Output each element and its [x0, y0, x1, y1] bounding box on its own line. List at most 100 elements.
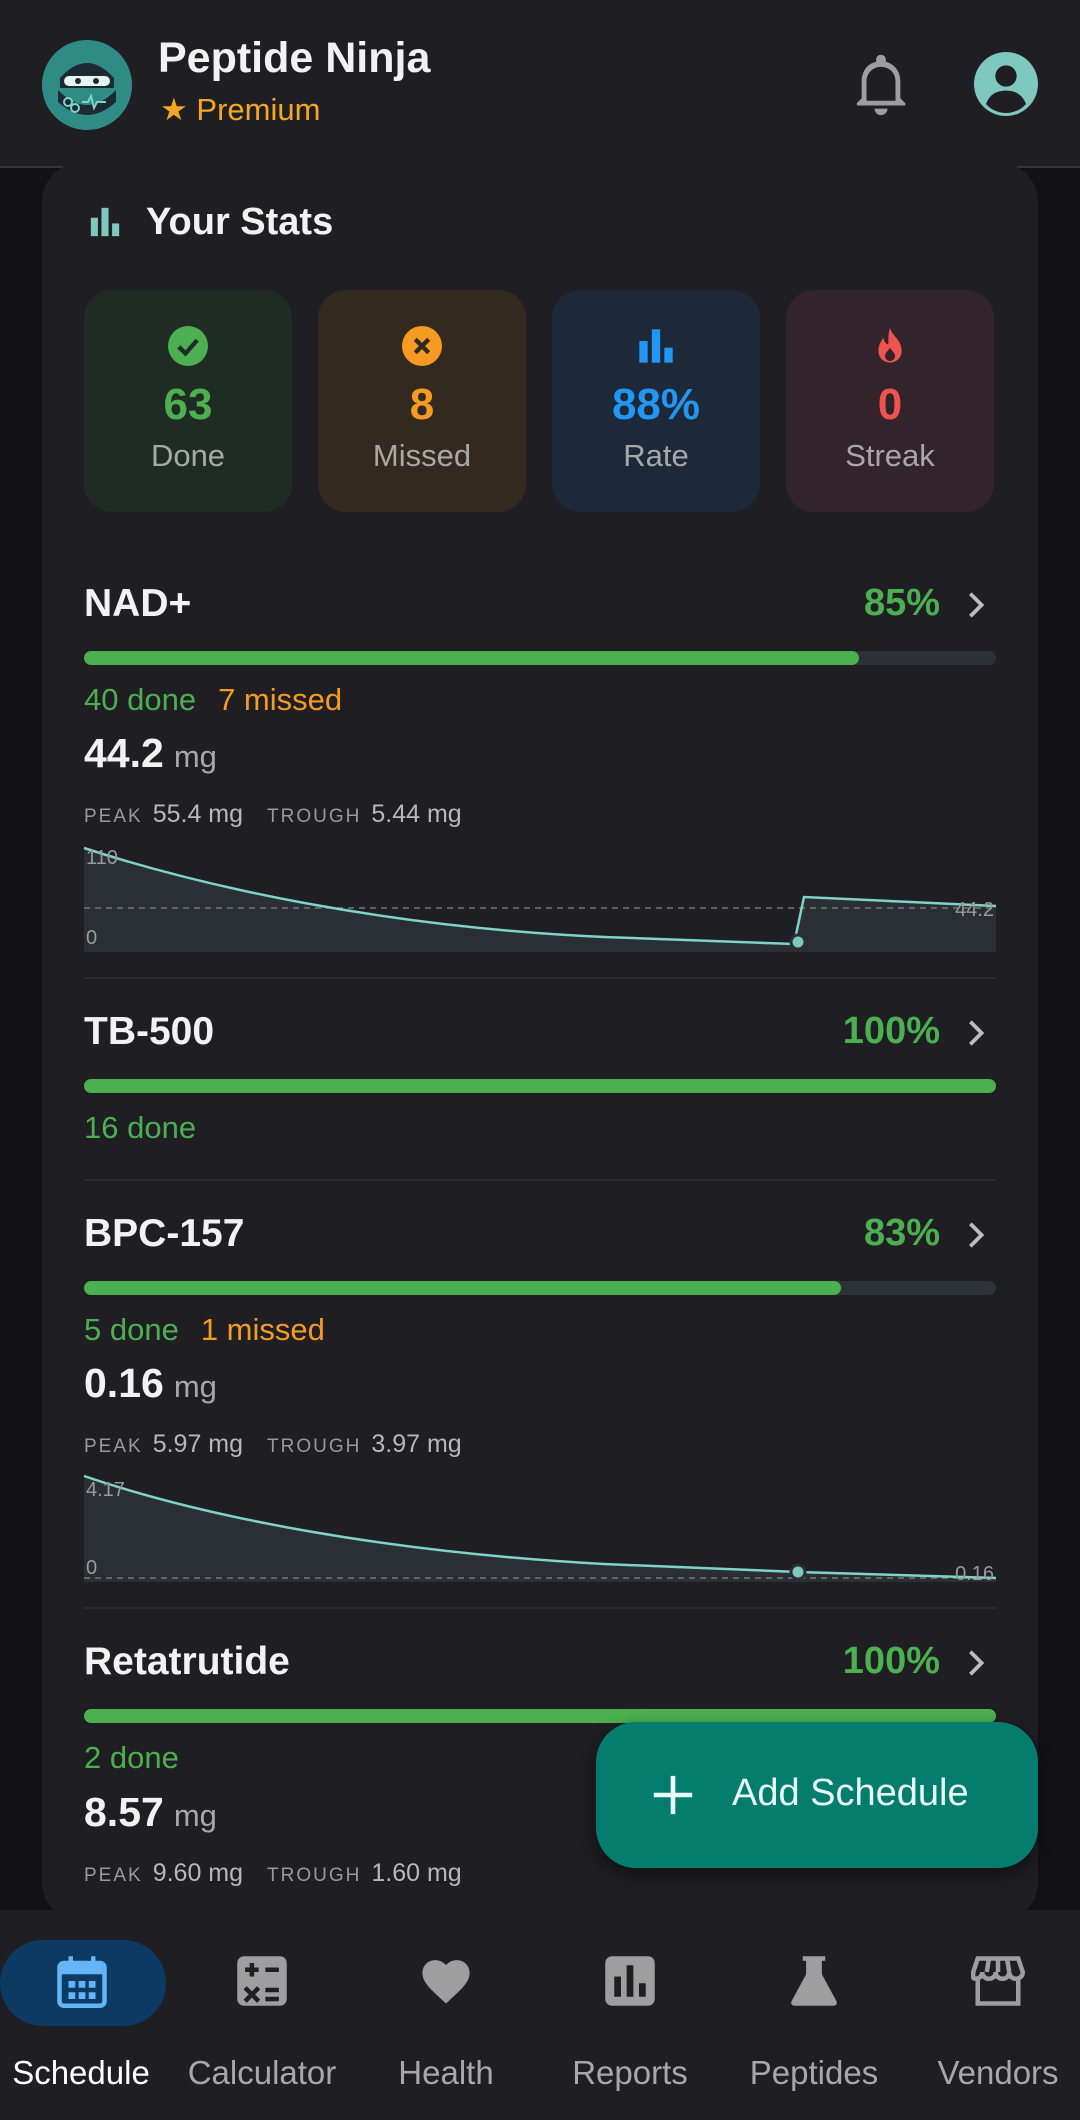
- stat-missed-value: 8: [409, 380, 435, 429]
- done-count: 5 done: [84, 1312, 179, 1347]
- heart-icon: [422, 1960, 470, 2004]
- trough-label: TROUGH: [267, 1865, 362, 1886]
- dose-counts: 16 done: [84, 1110, 218, 1146]
- dose-counts: 40 done 7 missed: [84, 682, 342, 718]
- chart-max-label: 4.17: [86, 1479, 125, 1501]
- trough-value: 5.44 mg: [371, 800, 462, 828]
- peak-label: PEAK: [84, 806, 143, 827]
- trough-value: 1.60 mg: [371, 1859, 462, 1887]
- peptide-percent: 100%: [842, 1010, 940, 1052]
- adherence-bar: [84, 1079, 996, 1093]
- chart-current-label: 0.16: [955, 1563, 994, 1585]
- nav-item-peptides[interactable]: Peptides: [724, 1910, 904, 2120]
- notifications-bell-icon[interactable]: [852, 52, 910, 118]
- peptide-percent: 100%: [842, 1640, 940, 1682]
- adherence-bar-fill: [84, 1079, 996, 1093]
- chevron-right-icon[interactable]: [966, 590, 986, 620]
- bar-chart-icon: [90, 207, 120, 237]
- app-title: Peptide Ninja: [158, 34, 431, 82]
- peak-value: 55.4 mg: [152, 800, 244, 828]
- level-chart: 110 0 44.2: [83, 846, 997, 952]
- current-amount: 8.57: [84, 1789, 164, 1835]
- plus-icon: [653, 1775, 693, 1815]
- chevron-right-icon[interactable]: [966, 1220, 986, 1250]
- app-logo: [42, 40, 132, 130]
- profile-avatar-icon[interactable]: [974, 52, 1038, 116]
- nav-label-schedule: Schedule: [12, 2054, 150, 2091]
- nav-label-health: Health: [398, 2054, 494, 2091]
- stats-title: Your Stats: [146, 200, 334, 243]
- peptide-name[interactable]: BPC-157: [84, 1212, 245, 1255]
- divider: [84, 1607, 996, 1609]
- calculator-icon: [237, 1956, 287, 2006]
- chevron-right-icon[interactable]: [966, 1018, 986, 1048]
- stat-rate-value: 88%: [611, 380, 701, 429]
- peak-label: PEAK: [84, 1436, 143, 1457]
- peak-trough: PEAK 55.4 mg TROUGH 5.44 mg: [84, 800, 486, 829]
- bottom-navigation: Schedule Calculator Health Reports Pepti…: [0, 1910, 1080, 2120]
- nav-item-reports[interactable]: Reports: [540, 1910, 720, 2120]
- check-circle-icon: [168, 326, 208, 366]
- done-count: 40 done: [84, 682, 197, 717]
- fire-icon: [878, 327, 902, 363]
- app-bar: Peptide Ninja ★ Premium: [0, 0, 1080, 168]
- nav-item-schedule[interactable]: Schedule: [0, 1910, 180, 2120]
- peak-trough: PEAK 5.97 mg TROUGH 3.97 mg: [84, 1430, 486, 1459]
- stat-tile-streak: 0 Streak: [786, 290, 994, 512]
- peptide-percent: 85%: [863, 582, 940, 624]
- divider: [84, 977, 996, 979]
- premium-badge: ★ Premium: [160, 92, 321, 127]
- flask-icon: [791, 1956, 837, 2006]
- nav-item-vendors[interactable]: Vendors: [908, 1910, 1080, 2120]
- calendar-icon: [57, 1956, 107, 2008]
- add-schedule-button[interactable]: Add Schedule: [596, 1722, 1038, 1868]
- current-level: 8.57 mg: [84, 1789, 217, 1836]
- level-chart: 4.17 0 0.16: [83, 1474, 997, 1585]
- trough-label: TROUGH: [267, 1436, 362, 1457]
- dose-counts: 2 done: [84, 1740, 201, 1776]
- store-icon: [971, 1956, 1025, 2006]
- nav-label-peptides: Peptides: [749, 2054, 879, 2091]
- peptide-name[interactable]: TB-500: [84, 1010, 215, 1053]
- peak-trough: PEAK 9.60 mg TROUGH 1.60 mg: [84, 1859, 486, 1888]
- stat-tile-missed: 8 Missed: [318, 290, 526, 512]
- adherence-bar: [84, 651, 996, 665]
- nav-label-vendors: Vendors: [937, 2054, 1059, 2091]
- stat-done-label: Done: [150, 438, 226, 473]
- nav-item-health[interactable]: Health: [356, 1910, 536, 2120]
- adherence-bar-fill: [84, 1709, 996, 1723]
- stat-tile-rate: 88% Rate: [552, 290, 760, 512]
- add-schedule-label: Add Schedule: [732, 1772, 969, 1814]
- nav-label-calculator: Calculator: [187, 2054, 337, 2091]
- peptide-name[interactable]: Retatrutide: [84, 1640, 290, 1683]
- peptide-name[interactable]: NAD+: [84, 582, 192, 625]
- trough-label: TROUGH: [267, 806, 362, 827]
- current-level: 44.2 mg: [84, 730, 217, 777]
- peak-value: 5.97 mg: [152, 1430, 244, 1458]
- chart-current-label: 44.2: [955, 899, 994, 921]
- amount-unit: mg: [173, 1798, 217, 1833]
- peak-label: PEAK: [84, 1865, 143, 1886]
- stats-header: Your Stats: [88, 196, 333, 248]
- adherence-bar-fill: [84, 651, 860, 665]
- stat-rate-label: Rate: [623, 438, 689, 473]
- stat-missed-label: Missed: [372, 438, 472, 473]
- current-amount: 44.2: [84, 730, 164, 776]
- peptide-percent: 83%: [863, 1212, 940, 1254]
- chart-max-label: 110: [86, 847, 118, 869]
- adherence-bar: [84, 1281, 996, 1295]
- dose-counts: 5 done 1 missed: [84, 1312, 325, 1348]
- chevron-right-icon[interactable]: [966, 1648, 986, 1678]
- adherence-bar: [84, 1709, 996, 1723]
- peak-value: 9.60 mg: [152, 1859, 244, 1887]
- amount-unit: mg: [173, 739, 217, 774]
- divider: [84, 1179, 996, 1181]
- done-count: 16 done: [84, 1110, 197, 1145]
- done-count: 2 done: [84, 1740, 179, 1775]
- stat-streak-label: Streak: [845, 438, 935, 473]
- stat-done-value: 63: [163, 380, 213, 429]
- stat-tile-done: 63 Done: [84, 290, 292, 512]
- nav-item-calculator[interactable]: Calculator: [172, 1910, 352, 2120]
- chart-min-label: 0: [86, 927, 97, 949]
- bar-chart-icon: [605, 1956, 655, 2006]
